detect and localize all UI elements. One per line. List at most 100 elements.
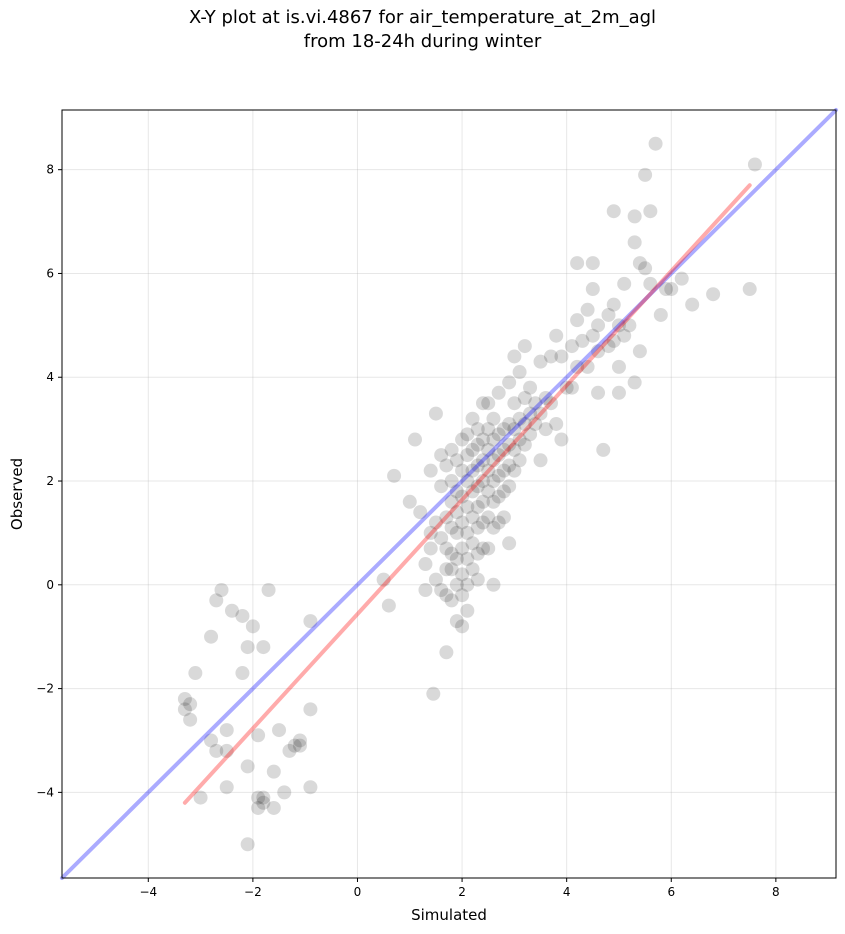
data-point — [496, 484, 511, 499]
data-point — [251, 790, 266, 805]
data-point — [449, 551, 464, 566]
data-point — [643, 204, 658, 219]
data-point — [449, 505, 464, 520]
x-axis-ticks: −4 −2 0 2 4 6 8 — [139, 878, 780, 899]
data-point — [502, 458, 517, 473]
data-point — [455, 515, 470, 530]
data-point — [481, 510, 496, 525]
data-point — [470, 437, 485, 452]
data-point — [517, 416, 532, 431]
data-point — [428, 515, 443, 530]
data-point — [444, 474, 459, 489]
data-point — [460, 603, 475, 618]
data-point — [601, 339, 616, 354]
data-point — [428, 406, 443, 421]
data-point — [439, 562, 454, 577]
data-point — [491, 427, 506, 442]
data-point — [517, 391, 532, 405]
x-tick-label: −2 — [244, 885, 262, 899]
y-tick-label: 4 — [46, 370, 54, 384]
data-point — [486, 577, 501, 592]
data-point — [491, 448, 506, 463]
data-point — [638, 167, 653, 182]
data-point — [481, 463, 496, 478]
data-point — [512, 453, 527, 468]
data-point — [481, 484, 496, 499]
data-point — [648, 136, 663, 151]
data-point — [538, 391, 553, 405]
data-point — [481, 442, 496, 457]
data-point — [475, 474, 490, 489]
y-tick-label: −2 — [36, 682, 54, 696]
data-point — [512, 411, 527, 426]
data-point — [183, 712, 198, 727]
data-point — [465, 510, 480, 525]
data-point — [596, 442, 611, 457]
data-point — [449, 525, 464, 540]
data-point — [219, 743, 234, 758]
data-point — [455, 619, 470, 634]
data-point — [408, 432, 423, 447]
data-point — [580, 359, 595, 374]
data-point — [460, 499, 475, 514]
data-point — [418, 557, 433, 572]
data-point — [496, 510, 511, 525]
chart-title: X-Y plot at is.vi.4867 for air_temperatu… — [0, 6, 845, 54]
data-point — [460, 448, 475, 463]
data-point — [528, 396, 543, 411]
data-point — [549, 328, 564, 343]
data-point — [402, 494, 417, 509]
data-point — [434, 448, 449, 463]
data-point — [528, 416, 543, 431]
data-point — [439, 588, 454, 603]
data-point — [465, 463, 480, 478]
data-point — [617, 276, 632, 291]
data-point — [470, 458, 485, 473]
grid-lines — [62, 110, 836, 878]
data-point — [204, 733, 219, 748]
reference-line — [60, 108, 838, 880]
data-point — [219, 723, 234, 738]
data-point — [659, 282, 674, 297]
x-tick-label: −4 — [139, 885, 157, 899]
data-point — [502, 416, 517, 431]
data-point — [533, 354, 548, 369]
data-point — [460, 427, 475, 442]
data-point — [591, 318, 606, 333]
data-point — [643, 276, 658, 291]
data-point — [449, 453, 464, 468]
y-tick-label: −4 — [36, 785, 54, 799]
data-point — [627, 375, 642, 390]
data-point — [455, 463, 470, 478]
data-point — [303, 780, 318, 795]
data-point — [706, 287, 721, 302]
data-point — [591, 385, 606, 400]
data-point — [523, 380, 538, 395]
data-point — [585, 328, 600, 343]
data-point — [251, 800, 266, 815]
data-point — [439, 645, 454, 660]
data-points — [177, 136, 762, 852]
data-point — [428, 572, 443, 587]
data-point — [559, 380, 574, 395]
data-point — [554, 349, 569, 364]
x-tick-label: 6 — [667, 885, 675, 899]
data-point — [481, 541, 496, 556]
data-point — [418, 583, 433, 597]
data-point — [575, 333, 590, 348]
data-point — [627, 209, 642, 224]
data-point — [533, 453, 548, 468]
data-point — [183, 697, 198, 712]
data-point — [564, 380, 579, 395]
data-point — [444, 494, 459, 509]
x-axis-label: Simulated — [411, 906, 487, 924]
data-point — [486, 494, 501, 509]
data-point — [475, 494, 490, 509]
data-point — [491, 468, 506, 483]
data-point — [266, 764, 281, 779]
data-point — [507, 442, 522, 457]
data-point — [240, 759, 255, 774]
data-point — [512, 432, 527, 447]
data-point — [287, 738, 302, 753]
